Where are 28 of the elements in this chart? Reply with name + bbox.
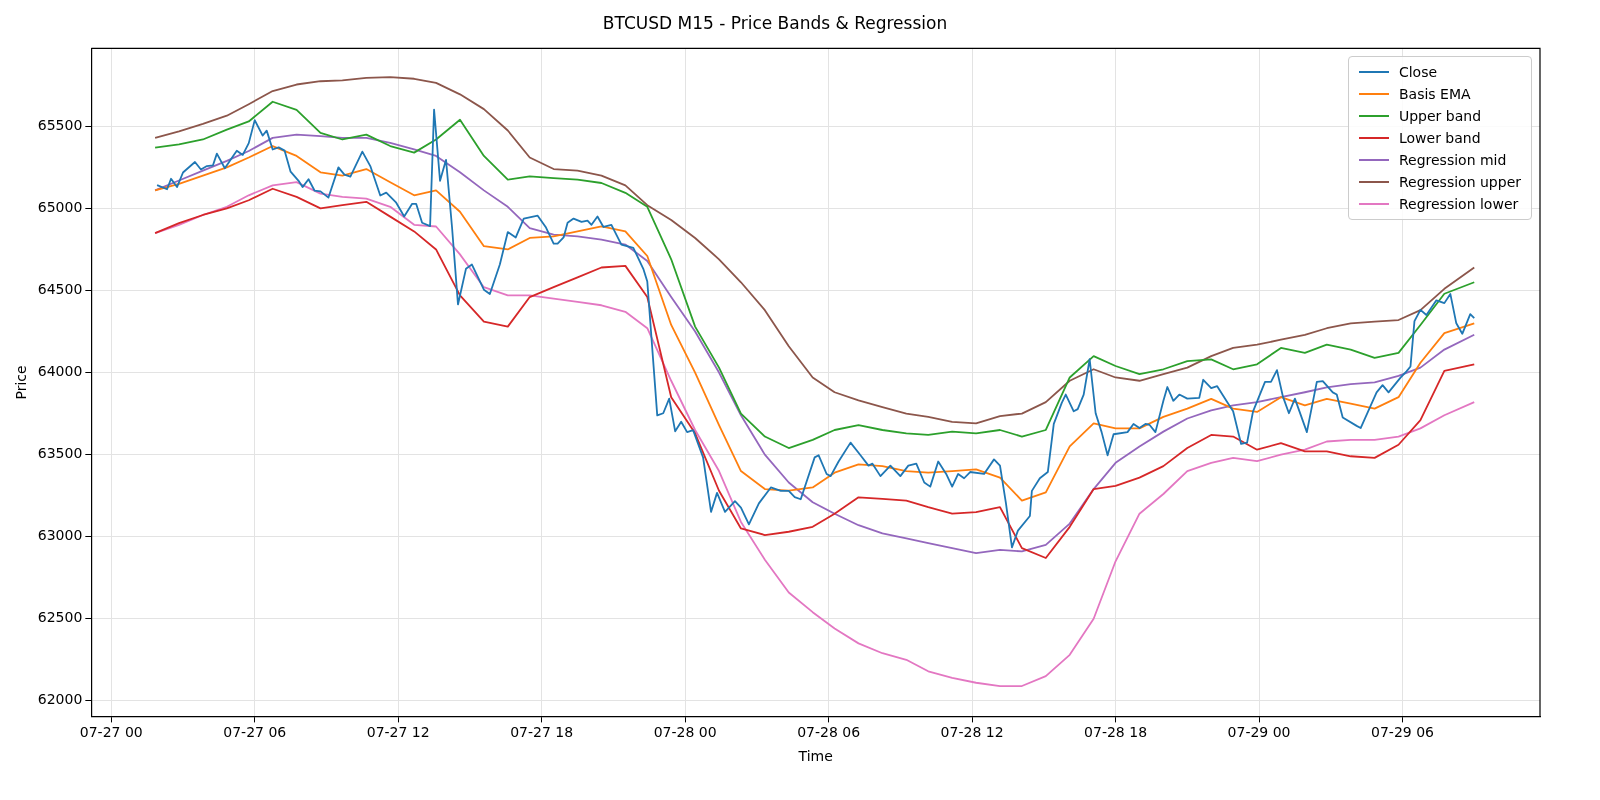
y-tick-label: 62500 bbox=[37, 609, 83, 626]
x-tick-label: 07-27 00 bbox=[79, 724, 143, 741]
y-tick-label: 63500 bbox=[37, 445, 83, 462]
x-tick-label: 07-27 12 bbox=[366, 724, 430, 741]
y-tick-label: 63000 bbox=[37, 527, 83, 544]
legend-label: Regression mid bbox=[1398, 152, 1507, 169]
x-tick-label: 07-29 00 bbox=[1227, 724, 1291, 741]
y-tick-label: 65500 bbox=[37, 117, 83, 133]
x-tick-label: 07-28 12 bbox=[940, 724, 1004, 741]
legend-label: Close bbox=[1398, 64, 1438, 81]
legend-label: Regression upper bbox=[1398, 174, 1521, 191]
x-tick-label: 07-28 18 bbox=[1084, 724, 1148, 741]
y-tick-label: 65000 bbox=[37, 199, 83, 216]
y-tick-label: 64500 bbox=[37, 281, 83, 298]
y-tick-label: 62000 bbox=[37, 691, 83, 708]
y-tick-label: 64000 bbox=[37, 363, 83, 380]
x-tick-label: 07-28 00 bbox=[653, 724, 717, 741]
x-tick-label: 07-27 18 bbox=[510, 724, 574, 741]
legend-label: Lower band bbox=[1398, 130, 1481, 147]
y-axis-title: Price bbox=[13, 365, 30, 400]
legend-label: Upper band bbox=[1398, 108, 1482, 125]
x-tick-label: 07-28 06 bbox=[797, 724, 861, 741]
x-tick-label: 07-27 06 bbox=[223, 724, 287, 741]
x-axis-title: Time bbox=[797, 748, 833, 765]
legend-label: Basis EMA bbox=[1398, 86, 1471, 103]
chart-title: BTCUSD M15 - Price Bands & Regression bbox=[602, 12, 948, 33]
x-tick-label: 07-29 06 bbox=[1371, 724, 1435, 741]
legend-label: Regression lower bbox=[1398, 196, 1519, 213]
